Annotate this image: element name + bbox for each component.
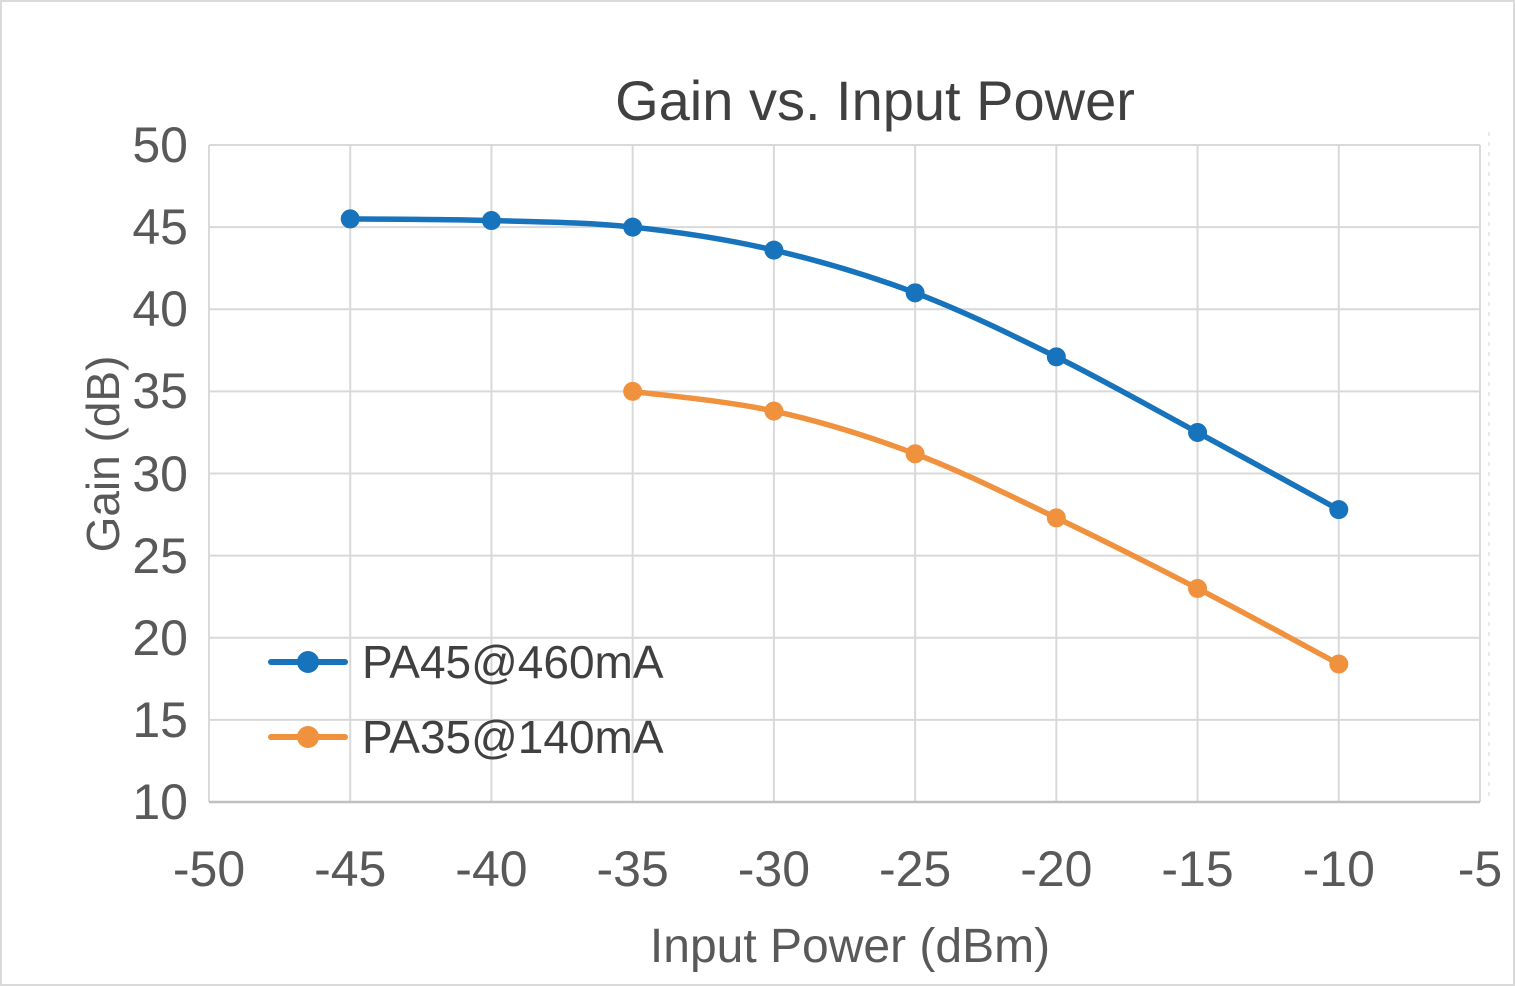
x-tick-label: -45 [314,841,387,897]
y-tick-label: 40 [132,281,188,338]
chart-title: Gain vs. Input Power [615,69,1135,132]
x-tick-label: -25 [878,841,952,897]
x-tick-label: -50 [172,841,246,897]
data-point-PA45@460mA [340,209,360,229]
data-point-PA35@140mA [905,444,925,464]
y-tick-label: 50 [132,117,188,173]
x-tick-label: -10 [1302,841,1375,897]
data-point-PA45@460mA [481,211,501,231]
data-point-PA35@140mA [1188,578,1208,598]
legend: PA45@460mA PA35@140mA [268,624,664,774]
x-tick-label: -30 [737,841,810,897]
legend-marker-line-circle-icon [268,650,348,673]
y-tick-label: 15 [132,691,188,748]
legend-label: PA35@140mA [362,710,664,763]
data-point-PA35@140mA [764,401,784,421]
data-point-PA45@460mA [1188,422,1208,442]
legend-label: PA45@460mA [362,635,664,688]
series-line-PA35@140mA [629,388,1342,667]
y-tick-label: 45 [132,199,188,256]
data-point-PA45@460mA [905,283,925,303]
series-line-PA45@460mA [347,216,1342,513]
x-tick-label: -5 [1457,841,1503,897]
y-tick-label: 20 [132,609,188,666]
x-tick-label: -20 [1020,841,1093,897]
x-tick-label: -40 [455,841,528,897]
data-point-PA45@460mA [623,217,643,237]
x-axis-title: Input Power (dBm) [649,920,1051,973]
y-tick-label: 30 [132,445,188,502]
data-point-PA35@140mA [1046,508,1066,528]
data-point-PA45@460mA [764,240,784,260]
data-point-PA35@140mA [1329,654,1349,674]
y-tick-label: 10 [132,774,188,830]
y-tick-label: 35 [132,363,188,420]
y-tick-label: 25 [132,527,188,584]
data-point-PA35@140mA [623,381,643,401]
legend-item-pa45: PA45@460mA [268,624,664,699]
data-point-PA45@460mA [1329,500,1349,520]
data-point-PA45@460mA [1046,347,1066,367]
x-tick-label: -15 [1161,841,1234,897]
legend-marker-line-circle-icon [268,725,348,748]
legend-item-pa35: PA35@140mA [268,699,664,774]
x-tick-label: -35 [596,841,669,897]
